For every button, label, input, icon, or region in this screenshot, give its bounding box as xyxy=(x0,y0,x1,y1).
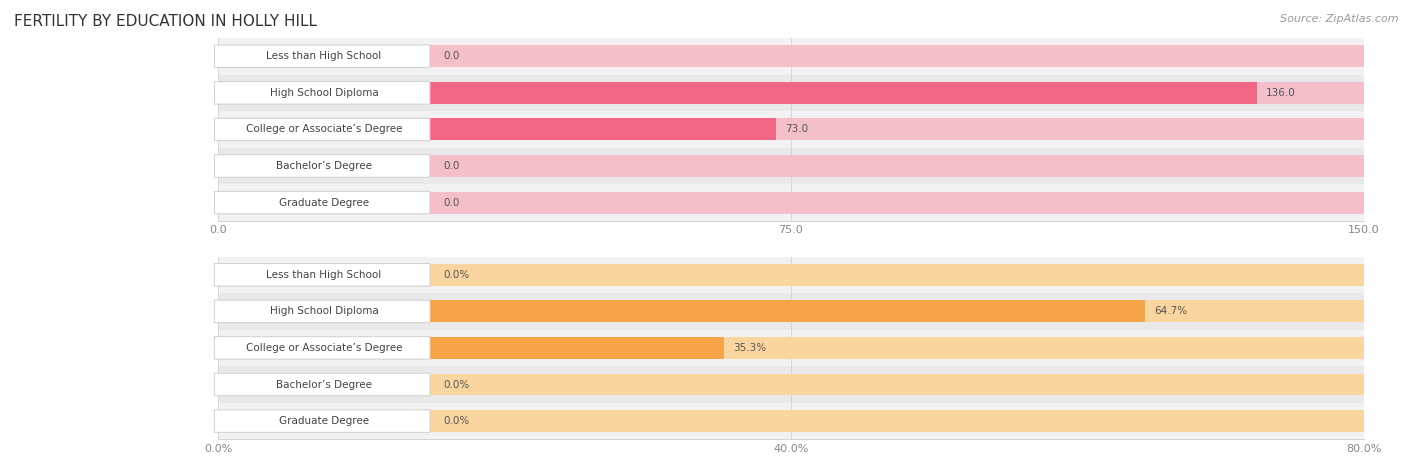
Text: 0.0: 0.0 xyxy=(444,161,460,171)
Bar xyxy=(218,155,1364,177)
Bar xyxy=(218,184,1364,221)
Bar xyxy=(218,148,1364,184)
FancyBboxPatch shape xyxy=(214,373,430,396)
Text: Graduate Degree: Graduate Degree xyxy=(278,416,368,426)
FancyBboxPatch shape xyxy=(215,155,430,177)
Bar xyxy=(218,300,1144,323)
Bar xyxy=(218,45,1364,67)
Text: High School Diploma: High School Diploma xyxy=(270,306,378,316)
FancyBboxPatch shape xyxy=(215,45,430,67)
Text: FERTILITY BY EDUCATION IN HOLLY HILL: FERTILITY BY EDUCATION IN HOLLY HILL xyxy=(14,14,318,29)
Text: 0.0: 0.0 xyxy=(444,198,460,208)
Bar xyxy=(218,82,1364,104)
FancyBboxPatch shape xyxy=(214,300,430,323)
Bar xyxy=(218,330,1364,366)
Bar xyxy=(218,82,1257,104)
Bar xyxy=(218,111,1364,148)
Bar xyxy=(218,191,1364,214)
Bar xyxy=(218,264,1364,286)
Bar xyxy=(218,38,1364,75)
Text: 0.0%: 0.0% xyxy=(444,270,470,280)
Text: 136.0: 136.0 xyxy=(1265,88,1296,98)
Text: 0.0: 0.0 xyxy=(444,51,460,61)
Text: 0.0%: 0.0% xyxy=(444,416,470,426)
Bar xyxy=(218,118,1364,141)
Bar xyxy=(218,366,1364,403)
Bar xyxy=(218,410,1364,432)
FancyBboxPatch shape xyxy=(215,118,430,141)
Bar xyxy=(218,337,724,359)
FancyBboxPatch shape xyxy=(214,410,430,432)
Text: High School Diploma: High School Diploma xyxy=(270,88,378,98)
FancyBboxPatch shape xyxy=(215,82,430,104)
Text: College or Associate’s Degree: College or Associate’s Degree xyxy=(246,343,402,353)
Text: Less than High School: Less than High School xyxy=(266,270,381,280)
Text: Graduate Degree: Graduate Degree xyxy=(278,198,368,208)
FancyBboxPatch shape xyxy=(214,264,430,286)
Text: College or Associate’s Degree: College or Associate’s Degree xyxy=(246,124,402,134)
Bar xyxy=(218,75,1364,111)
Bar xyxy=(218,256,1364,293)
Text: 35.3%: 35.3% xyxy=(733,343,766,353)
Bar xyxy=(218,403,1364,439)
FancyBboxPatch shape xyxy=(214,337,430,359)
Bar xyxy=(218,118,776,141)
Text: 64.7%: 64.7% xyxy=(1154,306,1187,316)
Text: 0.0%: 0.0% xyxy=(444,380,470,390)
Bar xyxy=(218,300,1364,323)
Text: Less than High School: Less than High School xyxy=(266,51,381,61)
Bar xyxy=(218,337,1364,359)
FancyBboxPatch shape xyxy=(215,191,430,214)
Text: Source: ZipAtlas.com: Source: ZipAtlas.com xyxy=(1281,14,1399,24)
Text: Bachelor’s Degree: Bachelor’s Degree xyxy=(276,161,373,171)
Bar xyxy=(218,293,1364,330)
Bar xyxy=(218,373,1364,396)
Text: Bachelor’s Degree: Bachelor’s Degree xyxy=(276,380,373,390)
Text: 73.0: 73.0 xyxy=(785,124,808,134)
